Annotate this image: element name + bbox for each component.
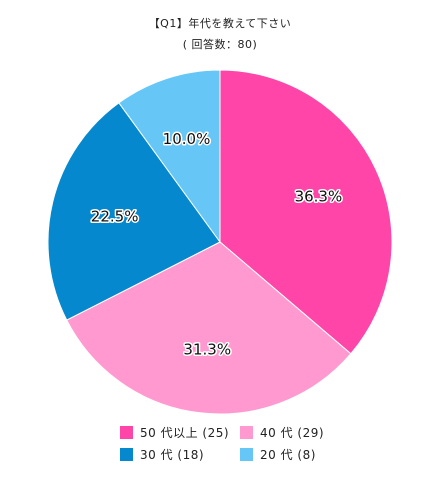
- legend-label-40s: 40 代 (29): [260, 426, 325, 440]
- legend-item-50s-plus: 50 代以上 (25): [120, 424, 229, 441]
- chart-subtitle: ( 回答数：80): [182, 38, 258, 51]
- pie-label-40s: 31.3%: [183, 341, 231, 359]
- legend-swatch-50s-plus: [120, 426, 133, 439]
- pie-slice-20s: [118, 69, 221, 244]
- legend-item-20s: 20 代 (8): [240, 446, 316, 463]
- chart-title: 【Q1】年代を教えて下さい: [148, 17, 292, 30]
- legend-swatch-40s: [240, 426, 253, 439]
- pie-chart: 36.3% 31.3% 22.5% 10.0%: [47, 69, 393, 415]
- pie-label-30s: 22.5%: [91, 208, 139, 226]
- pie-slice-30s: [47, 102, 221, 321]
- legend-item-30s: 30 代 (18): [120, 446, 204, 463]
- pie-slice-50s-plus: [219, 69, 393, 355]
- legend-label-20s: 20 代 (8): [260, 448, 316, 462]
- pie-label-20s: 10.0%: [163, 130, 211, 148]
- legend-swatch-20s: [240, 448, 253, 461]
- legend-label-30s: 30 代 (18): [140, 448, 205, 462]
- pie-slice-40s: [66, 241, 352, 415]
- legend-item-40s: 40 代 (29): [240, 424, 324, 441]
- pie-label-50s-plus: 36.3%: [295, 188, 343, 206]
- legend-swatch-30s: [120, 448, 133, 461]
- legend-label-50s-plus: 50 代以上 (25): [140, 426, 230, 440]
